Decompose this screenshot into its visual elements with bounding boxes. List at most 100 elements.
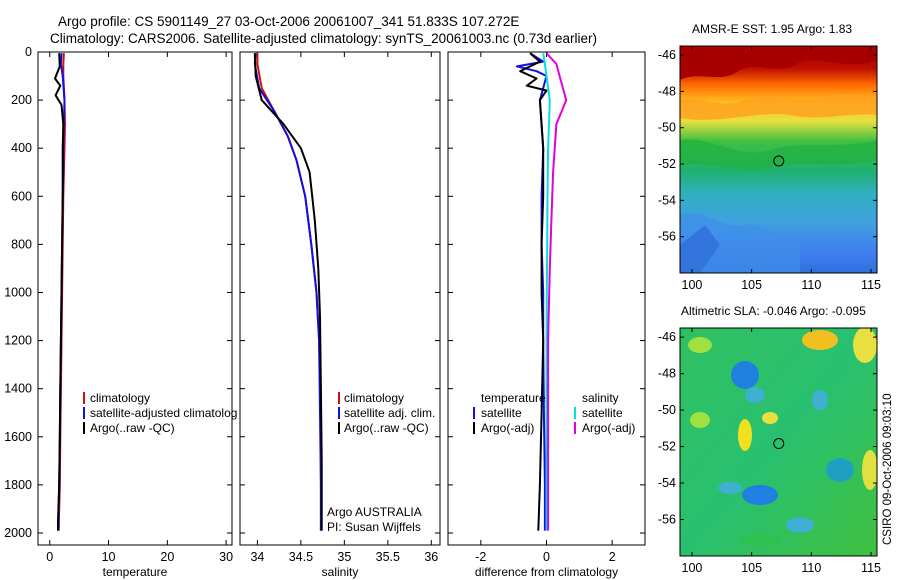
sst-map: AMSR-E SST: 1.95 Argo: 1.83 100 105 110 115… xyxy=(658,22,881,292)
y-tick-label: -48 xyxy=(658,84,676,98)
x-tick-label: 110 xyxy=(801,561,821,575)
x-axis-label: temperature xyxy=(103,565,168,579)
series-line xyxy=(256,53,322,531)
legend-title-salinity: salinity xyxy=(582,391,619,405)
series-line xyxy=(519,52,548,531)
sla-high-anomaly xyxy=(738,419,752,451)
x-tick-label: -2 xyxy=(475,550,486,564)
sla-high-anomaly xyxy=(690,412,710,428)
sla-low-anomaly xyxy=(742,485,778,505)
y-tick-label: -54 xyxy=(658,193,676,207)
x-tick-label: 35 xyxy=(337,550,351,564)
legend-label: Argo(-adj) xyxy=(481,421,534,435)
y-tick-label: 1800 xyxy=(4,478,32,492)
legend-label: satellite adj. clim. xyxy=(344,406,435,420)
argo-program-label: Argo AUSTRALIA xyxy=(327,505,422,519)
legend-label: Argo(..raw -QC) xyxy=(90,421,175,435)
header-line-2: Climatology: CARS2006. Satellite-adjuste… xyxy=(50,31,597,46)
x-tick-label: 35.5 xyxy=(376,550,400,564)
series-line xyxy=(253,53,322,531)
x-tick-label: 2 xyxy=(609,550,616,564)
y-tick-label: 400 xyxy=(11,141,32,155)
y-tick-label: -50 xyxy=(658,403,676,417)
legend-label: satellite xyxy=(582,406,623,420)
plot-frame xyxy=(239,51,441,546)
legend-label: climatology xyxy=(344,391,404,405)
x-tick-label: 105 xyxy=(741,278,762,292)
sla-field xyxy=(680,328,877,556)
difference-legend: temperature satellite Argo(-adj) salinit… xyxy=(473,391,635,435)
y-tick-label: 200 xyxy=(11,93,32,107)
sla-high-anomaly xyxy=(853,328,877,363)
x-tick-label: 10 xyxy=(102,550,116,564)
sla-map: Altimetric SLA: -0.046 Argo: -0.095 100 1… xyxy=(658,304,881,575)
argo-location-marker xyxy=(773,438,785,450)
sla-low-anomaly xyxy=(745,387,765,403)
sst-map-frame xyxy=(679,45,878,274)
legend-label: Argo(-adj) xyxy=(582,421,635,435)
y-tick-label: 1200 xyxy=(4,334,32,348)
temperature-legend: climatology satellite-adjusted climatolo… xyxy=(83,391,237,435)
y-tick-label: -52 xyxy=(658,440,676,454)
legend-label: satellite xyxy=(481,406,522,420)
x-tick-label: 34.5 xyxy=(289,550,313,564)
sla-low-anomaly xyxy=(718,482,742,494)
x-tick-label: 100 xyxy=(682,561,703,575)
x-tick-label: 0 xyxy=(46,550,53,564)
x-tick-label: 110 xyxy=(801,278,821,292)
y-tick-label: 600 xyxy=(11,189,32,203)
sst-map-axes: 100 105 110 115 -46 -48 -50 -52 -54 -56 xyxy=(658,46,881,292)
timestamp-stamp: CSIRO 09-Oct-2006 09:03:10 xyxy=(882,394,894,546)
y-tick-label: -56 xyxy=(658,230,676,244)
y-tick-label: 1600 xyxy=(4,430,32,444)
salinity-panel: 34 34.5 35 35.5 36 salinity xyxy=(239,51,441,579)
sst-map-title: AMSR-E SST: 1.95 Argo: 1.83 xyxy=(692,22,852,36)
x-tick-label: 0 xyxy=(543,550,550,564)
legend-label: climatology xyxy=(90,391,150,405)
legend-label: satellite-adjusted climatolog xyxy=(90,406,237,420)
y-tick-label: 1000 xyxy=(4,285,32,299)
y-tick-label: -56 xyxy=(658,513,676,527)
sst-warm-region xyxy=(680,46,877,80)
series-line xyxy=(253,53,323,531)
argo-location-marker xyxy=(773,155,785,167)
y-tick-label: -52 xyxy=(658,157,676,171)
sla-low-anomaly xyxy=(731,361,759,389)
sla-map-axes: 100 105 110 115 -46 -48 -50 -52 -54 -56 xyxy=(658,328,881,575)
y-tick-label: -50 xyxy=(658,121,676,135)
x-tick-label: 115 xyxy=(861,278,881,292)
x-tick-label: 100 xyxy=(682,278,703,292)
sst-cold-core xyxy=(680,225,720,273)
x-axis-label: difference from climatology xyxy=(475,565,618,579)
x-tick-label: 105 xyxy=(741,561,762,575)
sst-front xyxy=(680,94,877,120)
y-tick-label: -46 xyxy=(658,48,676,62)
x-axis-label: salinity xyxy=(322,565,359,579)
sla-low-anomaly xyxy=(786,517,814,533)
sla-high-anomaly xyxy=(802,330,838,350)
header-line-1: Argo profile: CS 5901149_27 03-Oct-2006 … xyxy=(58,14,519,29)
y-tick-label: -46 xyxy=(658,330,676,344)
y-tick-label: 0 xyxy=(25,45,32,59)
series-line xyxy=(54,53,65,531)
y-tick-label: 2000 xyxy=(4,526,32,540)
x-tick-label: 36 xyxy=(424,550,438,564)
sla-high-anomaly xyxy=(862,450,877,490)
y-tick-label: 800 xyxy=(11,237,32,251)
series-line xyxy=(545,52,568,531)
x-tick-label: 30 xyxy=(219,550,233,564)
sla-map-title: Altimetric SLA: -0.046 Argo: -0.095 xyxy=(681,304,866,318)
sla-high-anomaly xyxy=(762,412,778,424)
sla-field-patch xyxy=(740,534,780,546)
sla-low-anomaly xyxy=(812,390,828,410)
y-tick-label: 1400 xyxy=(4,382,32,396)
x-tick-label: 34 xyxy=(250,550,264,564)
temperature-panel: 0 10 20 30 0 200 400 600 800 1000 1200 1400 1600 1800… xyxy=(4,45,233,579)
sla-map-frame xyxy=(679,327,878,557)
sla-high-anomaly xyxy=(688,337,712,353)
salinity-legend: climatology satellite adj. clim. Argo(..… xyxy=(327,391,435,534)
legend-title-temperature: temperature xyxy=(481,391,546,405)
x-tick-label: 20 xyxy=(160,550,174,564)
